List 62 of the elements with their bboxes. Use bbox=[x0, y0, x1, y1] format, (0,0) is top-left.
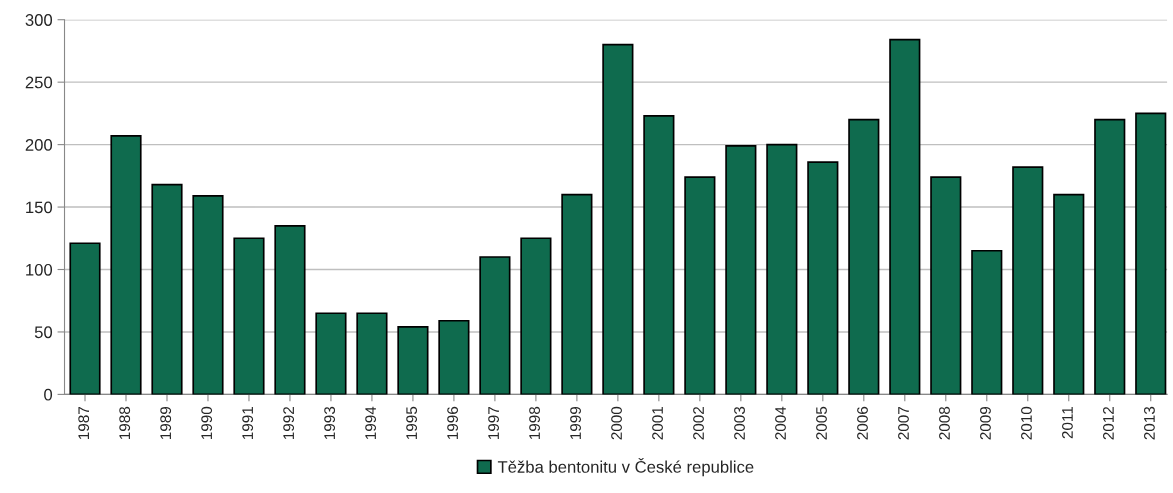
bar bbox=[889, 38, 921, 395]
bar bbox=[192, 194, 224, 395]
x-tick-label: 1995 bbox=[406, 406, 418, 440]
x-tick-label: 1997 bbox=[488, 406, 500, 440]
x-tick-label: 1987 bbox=[78, 406, 90, 440]
bar bbox=[315, 312, 347, 395]
x-tick-label: 2000 bbox=[611, 406, 622, 440]
y-tick-label: 50 bbox=[34, 326, 53, 339]
x-tick-label: 1990 bbox=[201, 406, 213, 440]
bar bbox=[848, 118, 880, 395]
y-tick-label: 0 bbox=[44, 388, 53, 401]
x-tick-label: 1993 bbox=[324, 406, 336, 440]
x-tick-label: 2003 bbox=[734, 406, 745, 440]
x-tick-label: 1992 bbox=[283, 406, 295, 440]
x-tick-label: 1989 bbox=[160, 406, 172, 440]
x-tick-label: 2005 bbox=[816, 406, 827, 440]
y-tick-label: 100 bbox=[26, 263, 53, 276]
x-tick-label: 2006 bbox=[857, 406, 868, 440]
x-tick-label: 1998 bbox=[529, 406, 540, 440]
bar bbox=[520, 237, 552, 395]
bar bbox=[151, 183, 183, 395]
bar bbox=[274, 224, 306, 395]
bar bbox=[1135, 112, 1167, 395]
bar bbox=[807, 161, 839, 395]
x-tick-label: 2013 bbox=[1144, 406, 1155, 440]
bar bbox=[561, 193, 593, 395]
bar bbox=[110, 135, 142, 395]
x-tick-label: 2002 bbox=[693, 406, 704, 440]
y-tick-label: 250 bbox=[25, 76, 53, 89]
bar bbox=[233, 237, 265, 395]
bar bbox=[725, 145, 757, 395]
y-tick-label: 150 bbox=[26, 201, 53, 214]
bar bbox=[69, 242, 101, 395]
bar bbox=[1094, 118, 1126, 395]
y-tick-label: 300 bbox=[25, 14, 53, 26]
x-tick-label: 2007 bbox=[898, 406, 909, 440]
x-tick-label: 1994 bbox=[365, 406, 377, 440]
legend-label: Těžba bentonitu v České republice bbox=[497, 458, 754, 477]
x-tick-label: 2001 bbox=[652, 406, 663, 440]
bar bbox=[602, 43, 634, 395]
x-tick-label: 1991 bbox=[242, 406, 254, 440]
bar bbox=[684, 176, 716, 395]
x-tick-label: 2011 bbox=[1062, 406, 1073, 439]
x-tick-label: 2009 bbox=[980, 406, 991, 440]
bar bbox=[766, 143, 798, 395]
x-tick-label: 2012 bbox=[1103, 406, 1114, 440]
bar bbox=[1053, 193, 1085, 395]
bar bbox=[930, 176, 962, 395]
bar bbox=[479, 256, 511, 395]
bar bbox=[971, 249, 1003, 395]
bar bbox=[356, 312, 388, 395]
bar bbox=[397, 326, 429, 395]
bar bbox=[438, 319, 470, 395]
x-tick-label: 2004 bbox=[775, 406, 786, 440]
x-tick-label: 1996 bbox=[447, 406, 459, 440]
x-tick-label: 1999 bbox=[570, 406, 581, 440]
bar bbox=[1012, 166, 1044, 395]
x-tick-label: 2008 bbox=[939, 406, 950, 440]
x-tick-label: 1988 bbox=[119, 406, 131, 440]
y-tick-label: 200 bbox=[25, 139, 53, 151]
x-tick-label: 2010 bbox=[1021, 406, 1032, 440]
bar bbox=[643, 115, 675, 395]
